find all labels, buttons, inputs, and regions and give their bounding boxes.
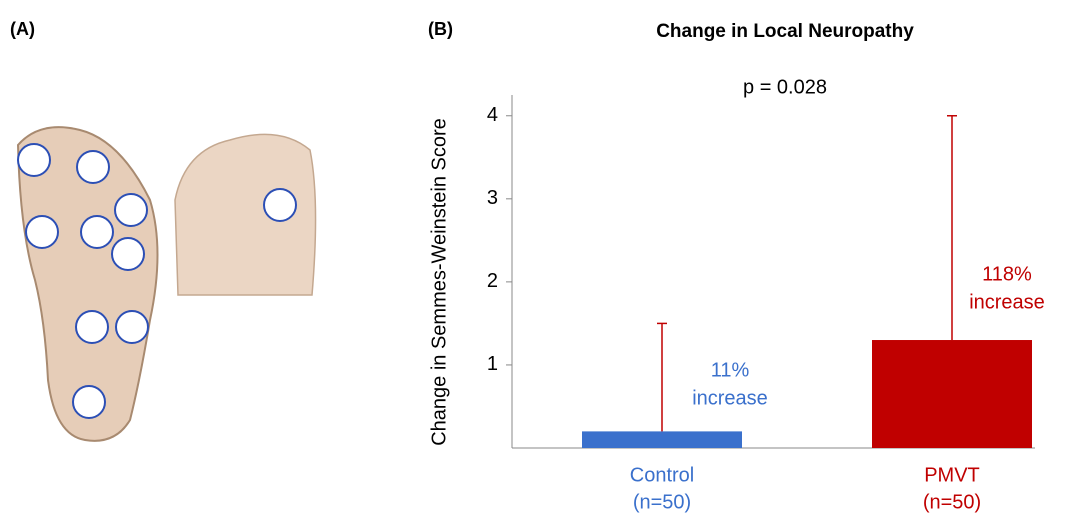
foot-illustration [16,126,317,442]
bar-note: increase [969,291,1045,313]
bar-note: increase [692,388,768,410]
x-tick-note: (n=50) [633,491,691,513]
test-sites [17,143,297,419]
bar-note: 118% [982,263,1032,285]
y-tick-label: 2 [487,270,498,292]
y-tick-label: 3 [487,187,498,209]
bar-note: 11% [711,360,750,382]
x-tick-label: PMVT [924,464,980,486]
annotation: p = 0.028 [743,76,827,98]
panel-label: (B) [428,19,453,39]
y-tick-label: 4 [487,104,498,126]
x-tick-label: Control [630,464,694,486]
bar [582,431,742,448]
panel-label: (A) [10,19,35,39]
foot-top [174,133,317,296]
y-tick-label: 1 [487,353,498,375]
bar [872,340,1032,448]
chart-title: Change in Local Neuropathy [656,21,914,42]
x-tick-note: (n=50) [923,491,981,513]
y-axis-label: Change in Semmes-Weinstein Score [428,118,450,446]
